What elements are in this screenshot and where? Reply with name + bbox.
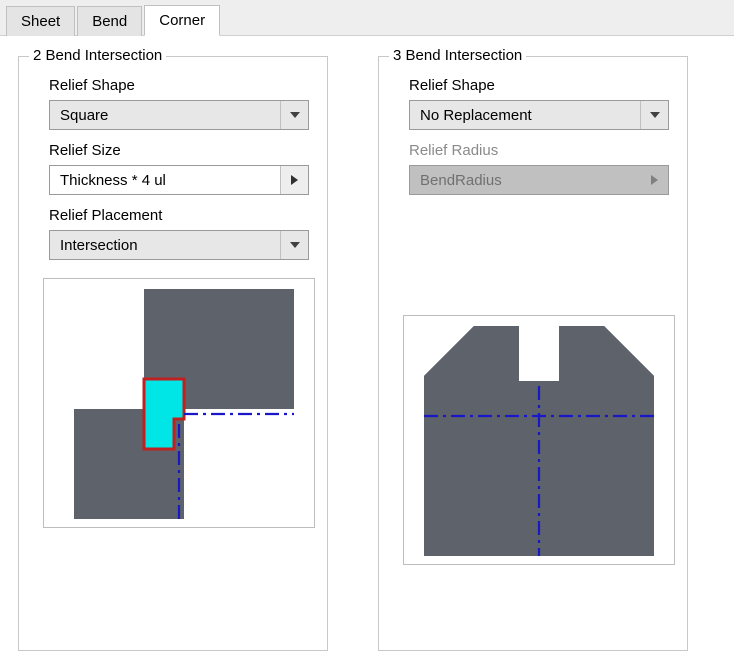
- relief-radius-label-3: Relief Radius: [409, 142, 673, 159]
- corner-panel: 2 Bend Intersection Relief Shape Square …: [0, 36, 734, 669]
- relief-size-input-2[interactable]: Thickness * 4 ul: [49, 165, 309, 195]
- relief-shape-dropdown-3[interactable]: No Replacement: [409, 100, 669, 130]
- group-2bend-title: 2 Bend Intersection: [29, 47, 166, 64]
- relief-shape-label-3: Relief Shape: [409, 77, 673, 94]
- group-3bend: 3 Bend Intersection Relief Shape No Repl…: [378, 56, 688, 651]
- relief-shape-value-2: Square: [50, 107, 280, 124]
- chevron-down-icon: [280, 101, 308, 129]
- chevron-down-icon: [640, 101, 668, 129]
- flyout-icon[interactable]: [280, 166, 308, 194]
- relief-radius-input-3: BendRadius: [409, 165, 669, 195]
- relief-placement-label-2: Relief Placement: [49, 207, 313, 224]
- tab-sheet[interactable]: Sheet: [6, 6, 75, 36]
- relief-shape-label-2: Relief Shape: [49, 77, 313, 94]
- preview-2bend: [43, 278, 315, 528]
- relief-placement-value-2: Intersection: [50, 237, 280, 254]
- group-3bend-title: 3 Bend Intersection: [389, 47, 526, 64]
- flyout-icon: [640, 166, 668, 194]
- relief-radius-value-3: BendRadius: [410, 172, 640, 189]
- relief-shape-dropdown-2[interactable]: Square: [49, 100, 309, 130]
- relief-size-label-2: Relief Size: [49, 142, 313, 159]
- relief-placement-dropdown-2[interactable]: Intersection: [49, 230, 309, 260]
- tab-bar: Sheet Bend Corner: [0, 0, 734, 36]
- chevron-down-icon: [280, 231, 308, 259]
- relief-size-value-2: Thickness * 4 ul: [50, 172, 280, 189]
- tab-corner[interactable]: Corner: [144, 5, 220, 36]
- preview-3bend: [403, 315, 675, 565]
- group-2bend: 2 Bend Intersection Relief Shape Square …: [18, 56, 328, 651]
- relief-shape-value-3: No Replacement: [410, 107, 640, 124]
- tab-bend[interactable]: Bend: [77, 6, 142, 36]
